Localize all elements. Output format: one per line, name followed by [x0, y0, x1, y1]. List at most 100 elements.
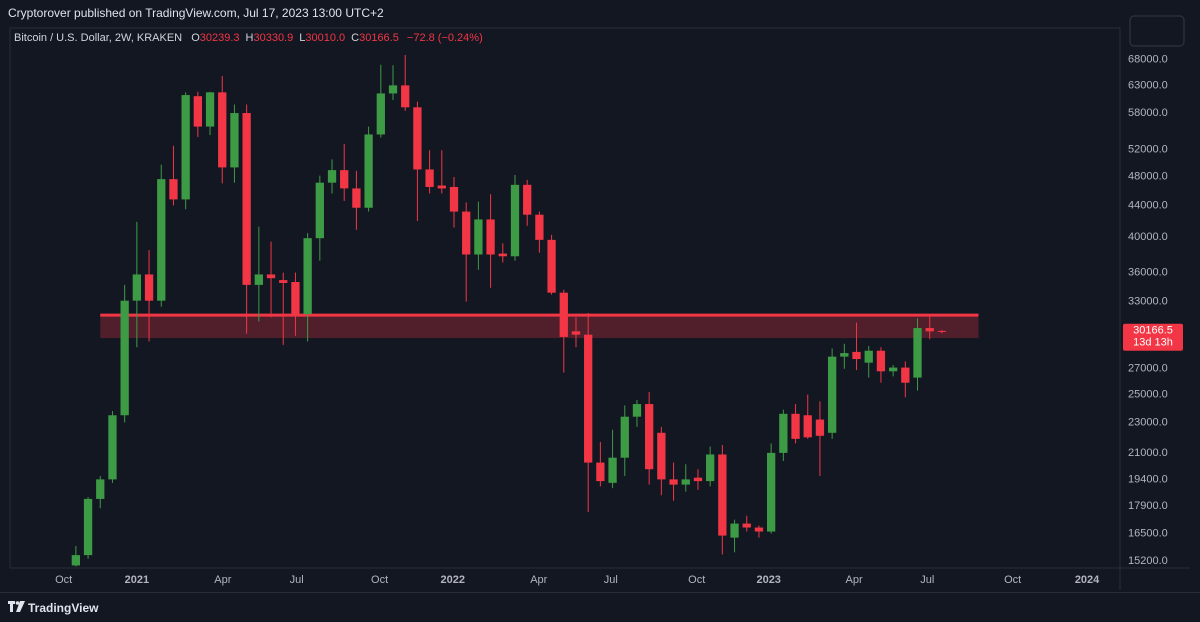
candle-body	[254, 274, 263, 285]
candle-body	[425, 169, 434, 187]
price-tag-countdown: 13d 13h	[1133, 337, 1173, 349]
candle-body	[205, 92, 215, 127]
candle-body	[120, 300, 129, 416]
candle-body	[401, 85, 410, 108]
candle-body	[876, 350, 886, 372]
y-tick-label: 44000.0	[1128, 199, 1168, 211]
y-tick-label: 68000.0	[1128, 54, 1168, 66]
candle-body	[523, 184, 532, 215]
candle-body	[193, 96, 202, 127]
candle-body	[449, 186, 459, 212]
candle-body	[937, 330, 947, 332]
candle-body	[413, 107, 422, 170]
candle-body	[83, 498, 93, 556]
x-tick-label: Oct	[55, 574, 72, 586]
y-tick-label: 25000.0	[1128, 388, 1168, 400]
candle-body	[144, 274, 154, 301]
legend-value: 30239.3	[199, 32, 240, 44]
candle-body	[840, 353, 849, 357]
y-tick-label: 15200.0	[1128, 555, 1168, 567]
y-tick-label: 58000.0	[1128, 107, 1168, 119]
chart: 15200.0 16500.0 17900.0 19400.0 21000.0 23000…	[9, 15, 1190, 590]
candle-body	[864, 350, 873, 363]
candle-body	[742, 523, 751, 528]
candle-body	[645, 404, 654, 470]
candle-body	[108, 415, 117, 480]
candle-body	[157, 179, 166, 301]
candle-body	[169, 179, 178, 200]
candle-body	[364, 134, 373, 208]
candle-body	[218, 92, 227, 168]
candle-body	[327, 170, 337, 183]
candle-body	[571, 331, 581, 335]
symbol: Bitcoin / U.S. Dollar, 2W, KRAKEN	[14, 32, 183, 44]
candle-body	[681, 479, 690, 485]
candle-body	[498, 253, 507, 257]
x-tick-label: Jul	[290, 574, 304, 586]
candle-body	[791, 413, 800, 439]
candle-body	[291, 282, 300, 315]
x-tick-label: 2021	[125, 574, 149, 586]
y-tick-label: 52000.0	[1128, 143, 1168, 155]
candle-body	[303, 238, 312, 315]
x-tick-label: Apr	[846, 574, 863, 586]
candle-body	[340, 170, 349, 189]
axes: 15200.0 16500.0 17900.0 19400.0 21000.0 23000…	[55, 54, 1183, 586]
candle-body	[766, 452, 776, 532]
y-tick-label: 21000.0	[1128, 447, 1168, 459]
candle-body	[181, 95, 190, 200]
candle-body	[779, 413, 788, 453]
x-tick-label: Jul	[920, 574, 934, 586]
publish-note: Cryptorover published on TradingView.com…	[8, 6, 384, 20]
y-tick-label: 27000.0	[1128, 363, 1168, 375]
footer: TradingView	[0, 592, 1200, 622]
candle-body	[803, 415, 812, 438]
legend-key: O	[191, 32, 200, 44]
candle-body	[376, 93, 385, 135]
x-tick-label: Jul	[604, 574, 618, 586]
x-tick-label: Oct	[688, 574, 705, 586]
candle-body	[96, 479, 105, 499]
candle-body	[718, 454, 727, 536]
candle-body	[852, 351, 861, 360]
brand: TradingView	[28, 601, 99, 615]
logo	[8, 601, 25, 612]
legend: Bitcoin / U.S. Dollar, 2W, KRAKEN O30239…	[14, 32, 483, 44]
candle-body	[462, 211, 471, 255]
price-tag	[1123, 323, 1183, 351]
y-tick-label: 48000.0	[1128, 170, 1168, 182]
candle-body	[608, 457, 617, 483]
support-zone	[100, 315, 979, 339]
candle-body	[266, 274, 276, 279]
y-tick-label: 63000.0	[1128, 79, 1168, 91]
legend-key: H	[245, 32, 254, 44]
candle-body	[913, 328, 922, 378]
plot	[71, 54, 979, 567]
candle-body	[620, 416, 629, 458]
candle-body	[657, 432, 666, 480]
x-tick-label: Apr	[530, 574, 547, 586]
candle-body	[925, 328, 934, 332]
x-tick-label: 2022	[441, 574, 465, 586]
legend-key: L	[299, 32, 306, 44]
candle-body	[669, 479, 678, 485]
candle-body	[815, 419, 825, 436]
candle-body	[754, 527, 764, 532]
legend-value: 30010.0	[305, 32, 346, 44]
y-tick-label: 17900.0	[1128, 500, 1168, 512]
y-tick-label: 36000.0	[1128, 266, 1168, 278]
candle-body	[901, 367, 910, 383]
candle-body	[279, 280, 288, 283]
x-tick-label: Apr	[214, 574, 231, 586]
scale-button[interactable]	[1129, 15, 1185, 47]
candle-body	[535, 214, 544, 240]
legend-value: 30166.5	[359, 32, 399, 44]
ohlc-values: O30239.3 H30330.9 L30010.0 C30166.5	[185, 32, 399, 44]
candle-body	[230, 113, 239, 168]
candle-body	[827, 356, 837, 433]
candle-body	[388, 85, 398, 94]
y-tick-label: 19400.0	[1128, 473, 1168, 485]
candle-body	[632, 404, 642, 417]
candle-body	[242, 113, 251, 285]
